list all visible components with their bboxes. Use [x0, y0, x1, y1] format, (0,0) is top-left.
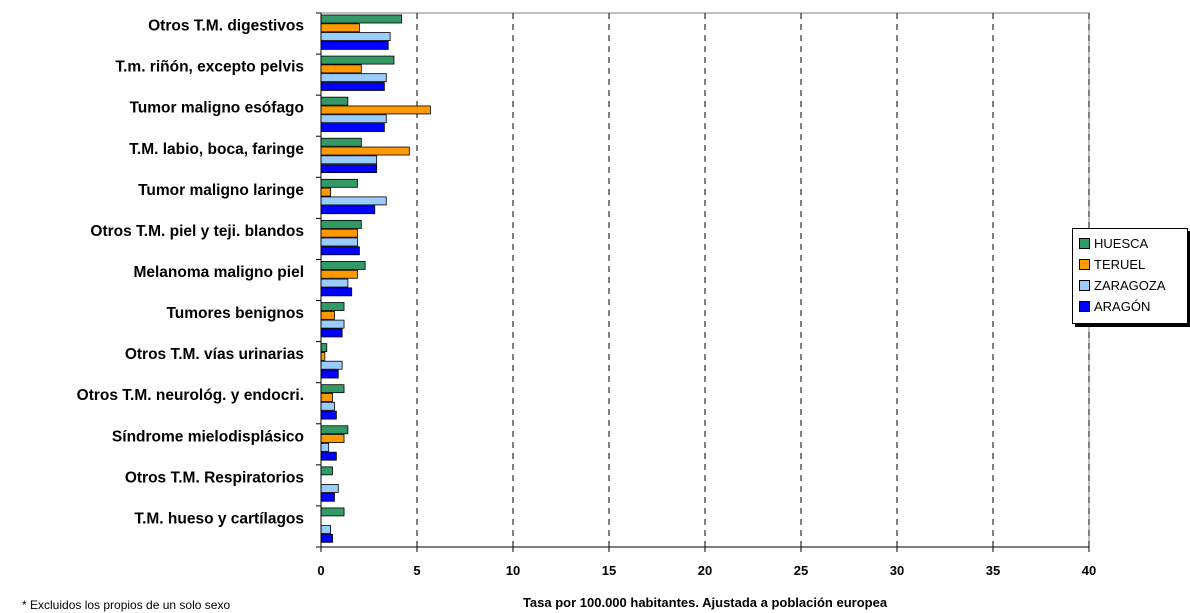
legend-item: TERUEL — [1079, 254, 1183, 275]
x-tick-label: 40 — [1082, 563, 1096, 578]
bar — [320, 302, 345, 311]
bar — [320, 261, 366, 270]
x-tick-label: 25 — [794, 563, 808, 578]
bar — [320, 187, 332, 197]
legend-label: ZARAGOZA — [1094, 278, 1166, 293]
legend-item: ZARAGOZA — [1079, 275, 1183, 296]
legend-swatch — [1079, 280, 1090, 291]
legend-label: HUESCA — [1094, 236, 1149, 251]
bar — [320, 82, 385, 91]
bar — [320, 393, 333, 402]
legend-label: ARAGÓN — [1094, 299, 1151, 314]
bar — [320, 228, 358, 238]
bar — [320, 32, 391, 41]
legend-swatch — [1079, 238, 1090, 249]
bar — [320, 328, 343, 338]
category-label: Tumor maligno laringe — [138, 182, 304, 199]
x-tick-label: 10 — [506, 563, 520, 578]
bar — [320, 219, 362, 229]
bar — [320, 352, 326, 361]
category-label: Otros T.M. Respiratorios — [125, 469, 304, 486]
bar — [320, 164, 378, 174]
category-label: Síndrome mielodisplásico — [112, 428, 304, 445]
x-tick-label: 30 — [890, 563, 904, 578]
category-label: Melanoma maligno piel — [133, 264, 304, 281]
bar — [320, 237, 358, 247]
bar — [320, 105, 431, 115]
legend-item: ARAGÓN — [1079, 296, 1183, 317]
bar — [320, 23, 360, 33]
bar — [320, 205, 376, 215]
bar — [320, 319, 345, 329]
x-tick-label: 5 — [413, 563, 420, 578]
bar — [320, 146, 410, 156]
bar — [320, 360, 343, 370]
bar — [320, 123, 385, 132]
bar — [320, 269, 358, 279]
bar — [320, 410, 337, 420]
category-label: Otros T.M. piel y teji. blandos — [90, 223, 304, 240]
bar — [320, 137, 362, 147]
bar — [320, 442, 330, 452]
category-label: T.M. hueso y cartílagos — [134, 510, 304, 527]
bar — [320, 384, 345, 394]
category-label: Tumores benignos — [166, 305, 304, 322]
legend-item: HUESCA — [1079, 233, 1183, 254]
x-tick-label: 20 — [698, 563, 712, 578]
legend-swatch — [1079, 301, 1090, 312]
bar — [320, 425, 349, 435]
bar — [320, 178, 358, 188]
bars — [320, 14, 431, 543]
legend-label: TERUEL — [1094, 257, 1146, 272]
bar — [320, 287, 353, 297]
category-label: Otros T.M. neurológ. y endocri. — [77, 387, 304, 404]
bar — [320, 466, 333, 476]
bar — [320, 492, 335, 502]
grid-lines — [320, 12, 1090, 548]
bar — [320, 96, 349, 106]
bar — [320, 533, 333, 543]
bar — [320, 278, 349, 288]
category-label: T.m. riñón, excepto pelvis — [115, 59, 304, 76]
x-tick-label: 15 — [602, 563, 616, 578]
bar — [320, 525, 332, 534]
bar — [320, 310, 335, 320]
bar — [320, 64, 362, 74]
footnote: * Excluidos los propios de un solo sexo — [22, 598, 231, 612]
x-tick-labels: 0 5 10 15 20 25 30 35 40 — [317, 563, 1096, 578]
category-label: Otros T.M. vías urinarias — [125, 346, 304, 363]
bar — [320, 451, 337, 461]
bar — [320, 196, 387, 206]
bar — [320, 507, 345, 517]
bar — [320, 14, 403, 24]
bar — [320, 401, 335, 411]
x-tick-label: 35 — [986, 563, 1000, 578]
bar — [320, 73, 387, 83]
x-tick-label: 0 — [317, 563, 324, 578]
bar — [320, 434, 345, 443]
x-axis-title: Tasa por 100.000 habitantes. Ajustada a … — [523, 595, 888, 610]
bar — [320, 369, 339, 379]
bar — [320, 343, 328, 353]
axes — [316, 12, 1090, 552]
category-label: Otros T.M. digestivos — [148, 18, 304, 35]
bar — [320, 246, 360, 256]
category-label: Tumor maligno esófago — [129, 100, 304, 117]
legend-swatch — [1079, 259, 1090, 270]
category-labels: Otros T.M. digestivos T.m. riñón, excepto… — [77, 18, 305, 528]
legend: HUESCA TERUEL ZARAGOZA ARAGÓN — [1072, 228, 1188, 324]
bar — [320, 155, 378, 165]
bar — [320, 114, 387, 124]
bar — [320, 41, 389, 50]
category-label: T.M. labio, boca, faringe — [129, 141, 304, 158]
bar — [320, 484, 339, 493]
bar — [320, 55, 395, 65]
